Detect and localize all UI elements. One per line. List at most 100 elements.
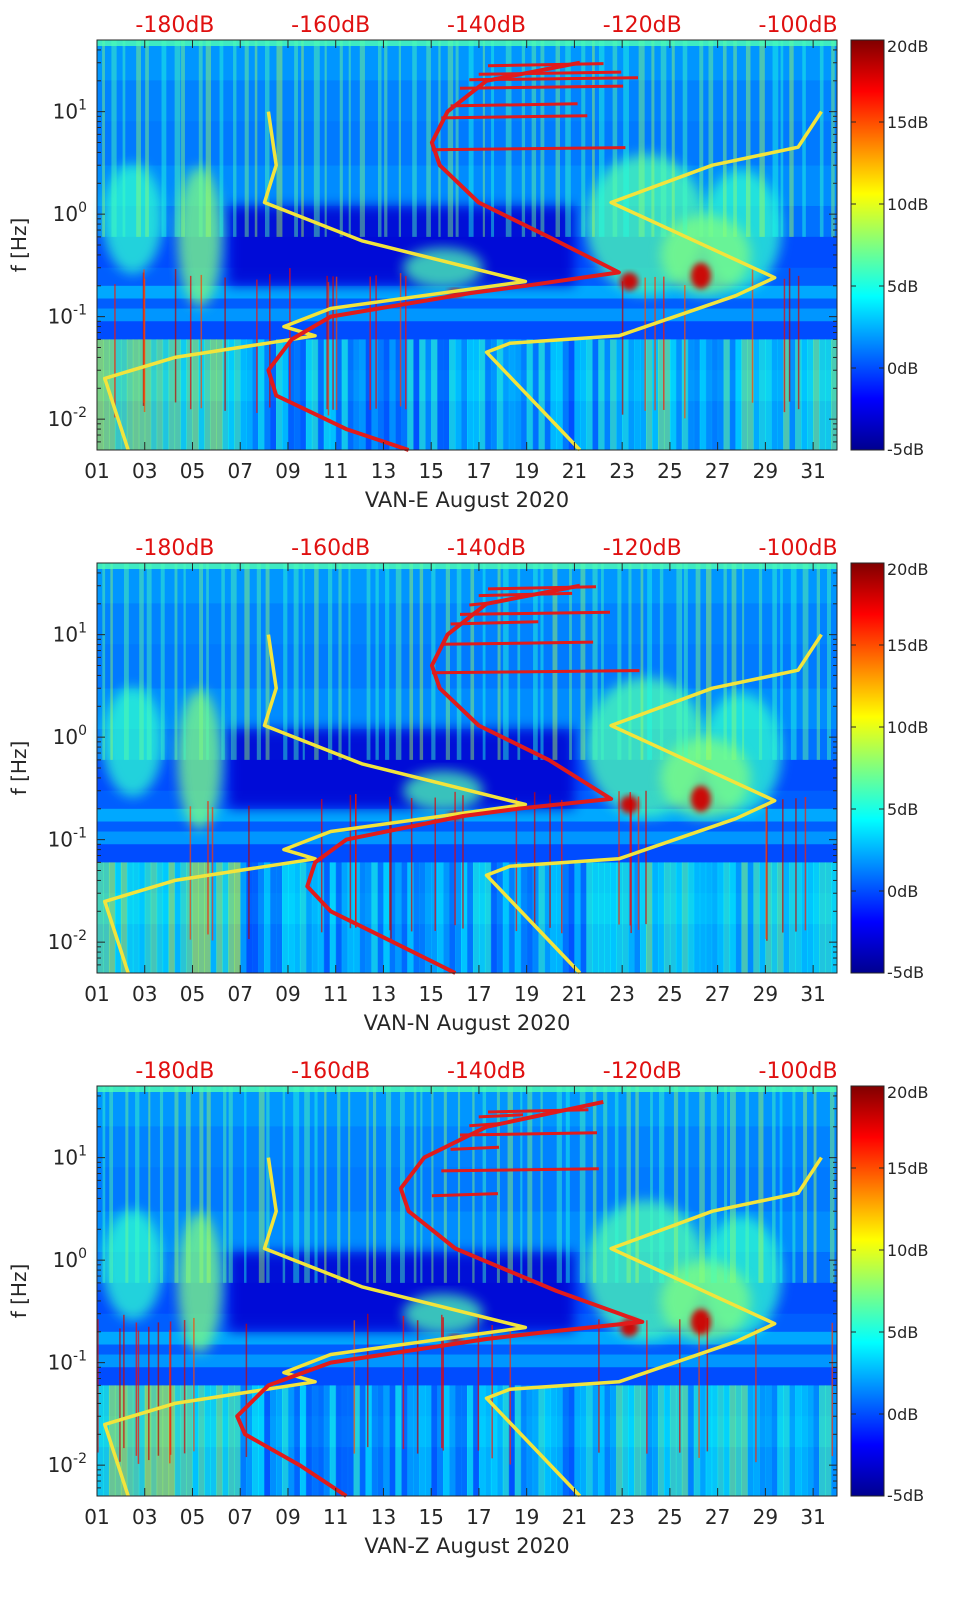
x-axis-label: VAN-E August 2020 (365, 488, 569, 512)
x-tick-label: 27 (705, 459, 730, 483)
station-psd-spike (487, 1108, 589, 1114)
y-tick-label: 10-1 (48, 1349, 87, 1375)
station-psd-spike (469, 601, 492, 607)
colorbar-tick-label: -5dB (887, 440, 924, 459)
x-tick-label: 25 (657, 459, 682, 483)
x-tick-label: 09 (275, 1505, 300, 1529)
x-tick-label: 17 (466, 1505, 491, 1529)
x-tick-label: 05 (180, 459, 205, 483)
x-tick-label: 17 (466, 459, 491, 483)
top-db-tick-label: -140dB (447, 13, 526, 38)
top-db-tick-label: -140dB (447, 536, 526, 561)
station-psd-spike (478, 591, 573, 598)
top-db-tick-label: -160dB (291, 13, 370, 38)
station-psd-spike (487, 585, 597, 591)
colorbar-tick-label: 15dB (887, 113, 929, 132)
x-tick-label: 13 (371, 459, 396, 483)
x-tick-label: 03 (132, 1505, 157, 1529)
top-db-tick-label: -120dB (603, 1059, 682, 1084)
x-tick-label: 13 (371, 982, 396, 1006)
station-psd-spike (487, 62, 604, 68)
y-tick-label: 10-2 (48, 405, 87, 431)
colorbar-tick-label: -5dB (887, 963, 924, 982)
y-tick-label: 10-1 (48, 826, 87, 852)
x-tick-label: 21 (562, 459, 587, 483)
x-tick-label: 03 (132, 982, 157, 1006)
y-tick-label: 10-1 (48, 303, 87, 329)
x-tick-label: 31 (800, 459, 825, 483)
station-psd-spike (459, 1131, 598, 1137)
x-tick-label: 01 (84, 982, 109, 1006)
colorbar-tick-label: 20dB (887, 37, 929, 56)
station-psd-curve (266, 60, 621, 452)
panel-van-z: 01 03 05 07 09 11 13 15 17 19 21 23 25 27 29 31 10-2 10-1… (7, 1059, 929, 1558)
station-psd-spike (441, 114, 588, 120)
x-tick-label: 01 (84, 459, 109, 483)
colorbar: 20dB 15dB 10dB 5dB 0dB -5dB (850, 37, 929, 459)
colorbar-tick-label: -5dB (887, 1486, 924, 1505)
x-tick-label: 11 (323, 982, 348, 1006)
top-db-tick-label: -180dB (135, 13, 214, 38)
x-tick-label: 21 (562, 1505, 587, 1529)
x-tick-label: 05 (180, 982, 205, 1006)
colorbar-tick-label: 10dB (887, 718, 929, 737)
x-tick-label: 27 (705, 982, 730, 1006)
x-tick-label: 11 (323, 459, 348, 483)
top-db-tick-label: -160dB (291, 1059, 370, 1084)
x-tick-label: 29 (753, 1505, 778, 1529)
colorbar-tick-label: 10dB (887, 1241, 929, 1260)
x-tick-label: 31 (800, 1505, 825, 1529)
high-noise-model-curve (103, 1157, 528, 1497)
low-noise-model-curve (484, 110, 823, 452)
station-psd-spike (431, 669, 640, 675)
station-psd-spike (478, 70, 622, 76)
high-noise-model-curve (103, 634, 528, 974)
x-tick-label: 13 (371, 1505, 396, 1529)
x-tick-label: 01 (84, 1505, 109, 1529)
station-psd-spike (459, 84, 624, 90)
x-tick-label: 09 (275, 459, 300, 483)
colorbar: 20dB 15dB 10dB 5dB 0dB -5dB (850, 560, 929, 982)
x-tick-label: 07 (227, 1505, 252, 1529)
colorbar-tick-label: 5dB (887, 800, 918, 819)
y-tick-label: 101 (53, 1144, 87, 1170)
spectrogram-image (97, 40, 838, 450)
colorbar-tick-label: 20dB (887, 560, 929, 579)
station-psd-curve (305, 583, 614, 975)
x-tick-label: 29 (753, 982, 778, 1006)
x-tick-label: 23 (609, 459, 634, 483)
station-psd-spike (450, 102, 578, 108)
low-noise-model-curve (484, 1156, 823, 1498)
colorbar-tick-label: 5dB (887, 1323, 918, 1342)
station-psd-spike (459, 610, 611, 616)
colorbar: 20dB 15dB 10dB 5dB 0dB -5dB (850, 1083, 929, 1505)
station-psd-spike (441, 1167, 599, 1173)
y-axis-label: f [Hz] (7, 1264, 31, 1319)
x-tick-label: 17 (466, 982, 491, 1006)
top-db-tick-label: -100dB (759, 13, 838, 38)
y-tick-label: 101 (53, 621, 87, 647)
top-db-tick-label: -160dB (291, 536, 370, 561)
x-tick-label: 15 (418, 982, 443, 1006)
top-db-tick-label: -180dB (135, 1059, 214, 1084)
x-tick-label: 23 (609, 982, 634, 1006)
y-axis-label: f [Hz] (7, 741, 31, 796)
x-tick-label: 29 (753, 459, 778, 483)
high-noise-model-curve (103, 111, 528, 451)
low-noise-model-curve (484, 633, 823, 975)
x-tick-label: 25 (657, 982, 682, 1006)
x-tick-label: 19 (514, 982, 539, 1006)
panel-van-e: 01 03 05 07 09 11 13 15 17 19 21 23 25 27 29 31 10-2 10-1… (7, 13, 929, 512)
x-tick-label: 19 (514, 1505, 539, 1529)
colorbar-tick-label: 20dB (887, 1083, 929, 1102)
y-axis-label: f [Hz] (7, 218, 31, 273)
top-db-tick-label: -180dB (135, 536, 214, 561)
y-tick-label: 10-2 (48, 1451, 87, 1477)
colorbar-tick-label: 0dB (887, 882, 918, 901)
station-psd-spike (450, 1145, 500, 1151)
colorbar-tick-label: 10dB (887, 195, 929, 214)
y-tick-label: 10-2 (48, 928, 87, 954)
station-psd-spike (450, 620, 539, 626)
panel-van-n: 01 03 05 07 09 11 13 15 17 19 21 23 25 27 29 31 10-2 10-1… (7, 536, 929, 1035)
